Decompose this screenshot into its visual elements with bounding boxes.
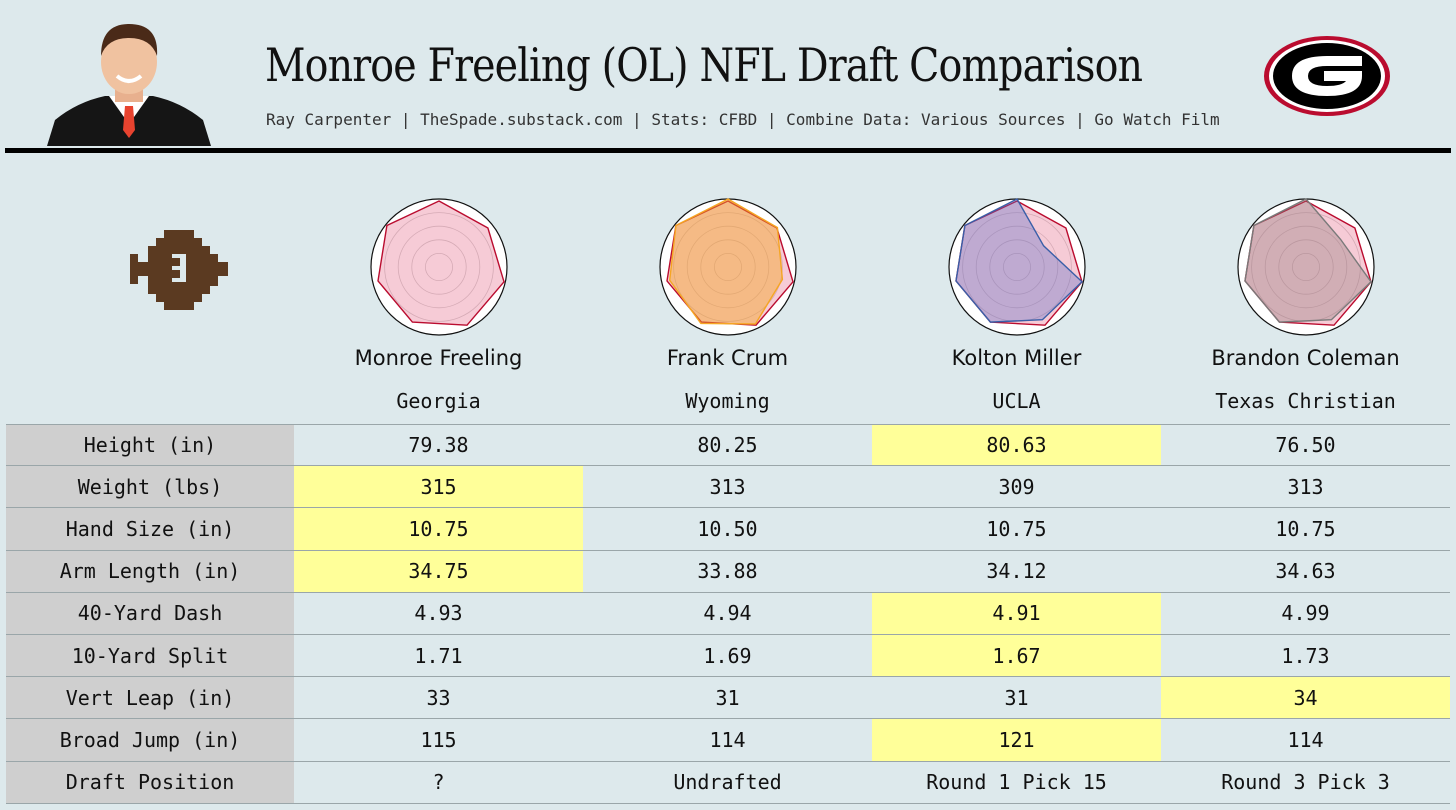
table-cell: 4.94 [703,601,752,626]
radar-gridline [700,239,756,295]
row-label: 10-Yard Split [6,634,294,677]
player-column-3: Kolton Miller UCLA [872,196,1161,424]
table-cell: 1.73 [1281,643,1330,668]
radar-gridline [989,239,1045,295]
table-row: 40-Yard Dash 4.93 4.94 4.91 4.99 [6,592,1450,635]
player-school: Georgia [396,389,481,413]
table-row: Draft Position? Undrafted Round 1 Pick 15 R… [6,761,1450,804]
table-cell: 34.63 [1275,559,1336,584]
table-cell: 315 [294,466,583,508]
georgia-logo [1264,36,1390,116]
radar-chart-2 [659,198,797,336]
table-row: Weight (lbs) 315 313 309 313 [6,466,1450,509]
row-label: Weight (lbs) [6,466,294,508]
row-label: Height (in) [6,425,294,466]
table-cell: 4.91 [872,592,1161,634]
table-row: 10-Yard Split 1.71 1.69 1.67 1.73 [6,634,1450,678]
radar-gridline [425,253,454,282]
table-cell: 1.67 [872,634,1161,677]
table-row: Hand Size (in) 10.75 10.50 10.75 10.75 [6,508,1450,551]
table-cell: 10.75 [294,508,583,550]
table-cell: 31 [1004,685,1029,710]
table-cell: 313 [1287,474,1324,499]
radar-gridline [686,225,770,309]
radar-series-brandon-coleman [1244,198,1372,323]
stat-table: Height (in) 79.38 80.25 80.63 76.50 Weight (l… [6,424,1450,804]
table-cell: ? [432,770,445,795]
row-label: Vert Leap (in) [6,677,294,719]
player-column-1: Monroe Freeling Georgia [294,196,583,424]
player-name: Kolton Miller [951,346,1082,370]
radar-gridline [975,225,1059,309]
table-cell: 79.38 [408,433,469,458]
table-cell: Undrafted [673,770,782,795]
radar-gridline [1003,253,1032,282]
radar-gridline [714,253,743,282]
table-cell: 114 [1287,727,1324,752]
row-label: Arm Length (in) [6,550,294,592]
radar-chart-1 [370,198,508,336]
table-row: Arm Length (in) 34.75 33.88 34.12 34.63 [6,550,1450,593]
logo-letter-g [1292,56,1362,96]
table-cell: 34 [1161,677,1450,719]
player-column-4: Brandon Coleman Texas Christian [1161,196,1450,424]
table-cell: Round 1 Pick 15 [926,770,1107,795]
table-cell: 76.50 [1275,433,1336,458]
table-cell: 309 [998,474,1035,499]
table-row: Vert Leap (in) 33 31 31 34 [6,677,1450,720]
table-cell: 10.75 [986,516,1047,541]
radar-series-frank-crum [668,198,784,325]
player-name: Brandon Coleman [1211,346,1400,370]
page-title: Monroe Freeling (OL) NFL Draft Compariso… [265,38,1143,92]
radar-background [370,198,508,336]
table-cell: 34.75 [294,550,583,592]
table-cell: 10.75 [1275,516,1336,541]
radar-series-freeling [377,200,505,326]
player-name: Monroe Freeling [354,346,523,370]
table-cell: 31 [715,685,740,710]
radar-gridline [384,212,494,322]
table-cell: 33.88 [697,559,758,584]
player-school: Wyoming [685,389,770,413]
table-cell: 1.71 [414,643,463,668]
radar-gridline [673,212,783,322]
player-column-2: Frank Crum Wyoming [583,196,872,424]
radar-chart-3 [948,198,1086,336]
header-divider [5,148,1451,153]
pixel-football-icon [130,230,228,310]
table-cell: 114 [709,727,746,752]
player-name: Frank Crum [666,346,789,370]
row-label: Draft Position [6,761,294,803]
radar-gridline [411,239,467,295]
radar-series-kolton-miller [955,198,1084,323]
player-school: UCLA [992,389,1041,413]
header: Monroe Freeling (OL) NFL Draft Compariso… [0,0,1456,150]
radar-gridline [397,225,481,309]
table-row: Height (in) 79.38 80.25 80.63 76.50 [6,424,1450,467]
row-label: Hand Size (in) [6,508,294,550]
table-cell: 10.50 [697,516,758,541]
player-school: Texas Christian [1215,389,1396,413]
table-cell: 80.63 [872,425,1161,466]
player-headshot [47,24,211,146]
row-label: Broad Jump (in) [6,719,294,761]
radar-chart-4 [1237,198,1375,336]
table-cell: 33 [426,685,451,710]
table-row: Broad Jump (in) 115 114 121 114 [6,719,1450,762]
table-cell: 121 [872,719,1161,761]
radar-gridline [1264,225,1348,309]
table-cell: 34.12 [986,559,1047,584]
table-cell: 1.69 [703,643,752,668]
radar-gridline [1292,253,1321,282]
table-cell: 4.99 [1281,601,1330,626]
radar-gridline [1278,239,1334,295]
row-label: 40-Yard Dash [6,592,294,634]
table-cell: Round 3 Pick 3 [1221,770,1390,795]
table-cell: 115 [420,727,457,752]
table-cell: 313 [709,474,746,499]
table-cell: 4.93 [414,601,463,626]
table-cell: 80.25 [697,433,758,458]
page-subtitle: Ray Carpenter | TheSpade.substack.com | … [266,110,1220,129]
